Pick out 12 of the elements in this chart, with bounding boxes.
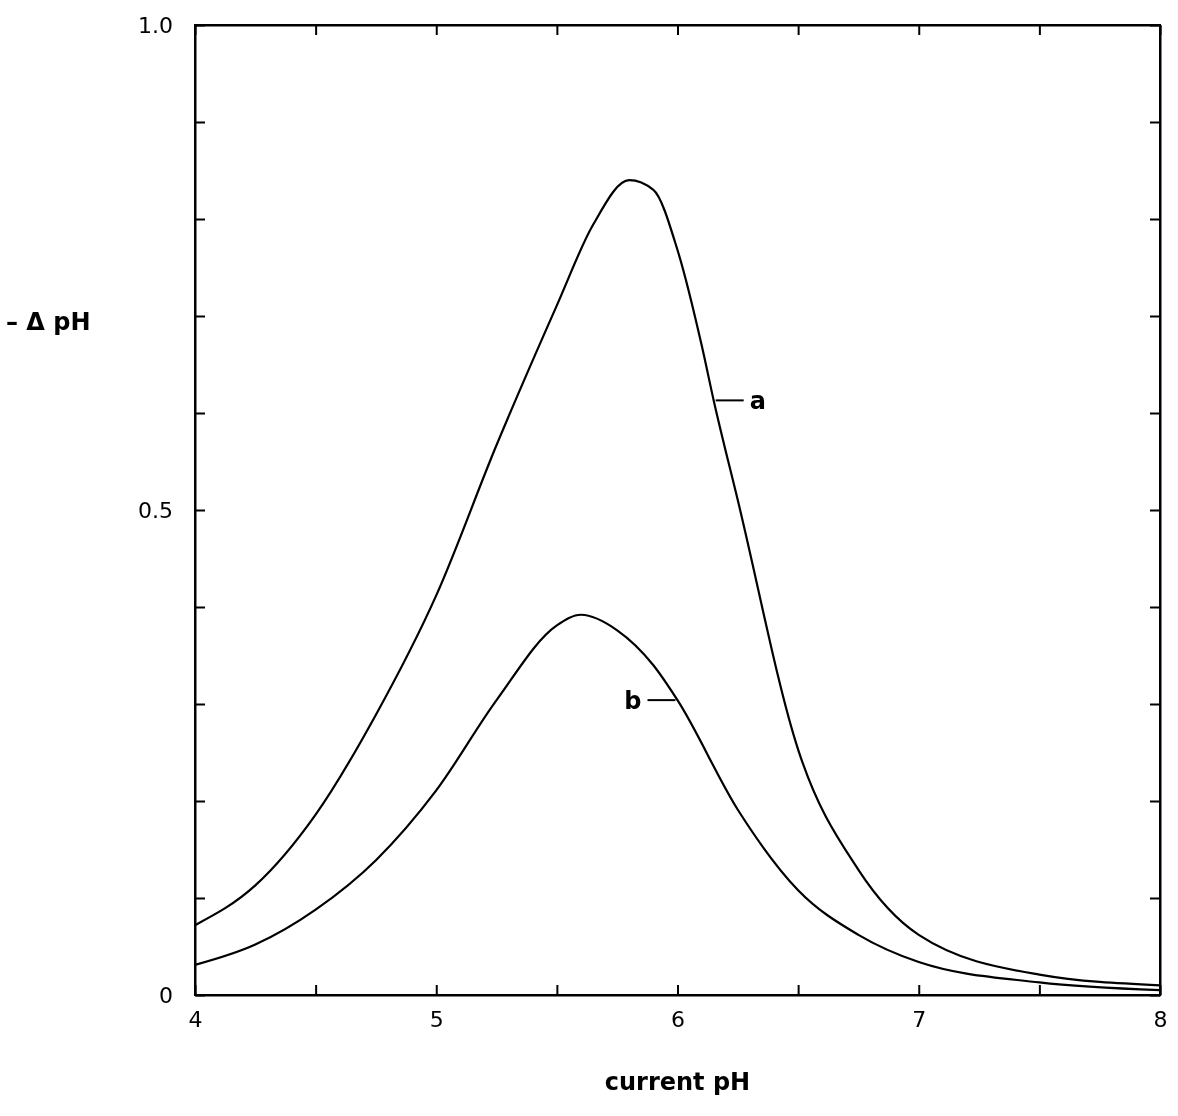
x-tick-label: 6 <box>671 1006 685 1032</box>
annotation: a <box>749 386 766 415</box>
x-tick-label: 8 <box>1153 1006 1168 1032</box>
x-tick-label: 4 <box>188 1006 203 1032</box>
y-tick-label: 0.5 <box>138 497 173 523</box>
x-tick-label: 7 <box>912 1006 927 1032</box>
y-axis-title: – Δ pH <box>6 308 91 336</box>
x-axis-title: current pH <box>604 1068 751 1096</box>
annotation: b <box>624 686 642 715</box>
y-tick-label: 0 <box>159 982 173 1008</box>
x-tick-label: 5 <box>429 1006 444 1032</box>
y-tick-label: 1.0 <box>138 12 173 38</box>
